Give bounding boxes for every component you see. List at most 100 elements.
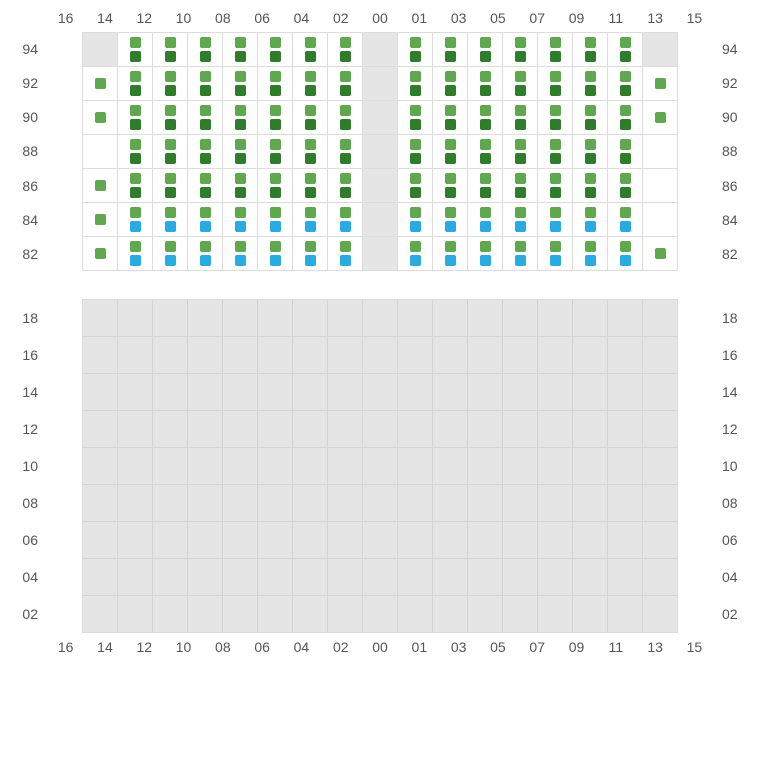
seat-cell[interactable]: [118, 135, 153, 168]
seat-cell-empty[interactable]: [608, 522, 643, 558]
seat-cell[interactable]: [223, 237, 258, 270]
seat-cell-empty[interactable]: [363, 596, 398, 632]
seat-cell[interactable]: [503, 237, 538, 270]
seat-cell[interactable]: [573, 203, 608, 236]
seat-cell[interactable]: [293, 169, 328, 202]
seat-cell[interactable]: [608, 203, 643, 236]
seat-cell-empty[interactable]: [258, 522, 293, 558]
seat-cell-empty[interactable]: [223, 374, 258, 410]
seat-cell-empty[interactable]: [503, 411, 538, 447]
seat-cell[interactable]: [643, 101, 677, 134]
seat-cell[interactable]: [118, 33, 153, 66]
seat-cell-empty[interactable]: [258, 374, 293, 410]
seat-cell[interactable]: [538, 101, 573, 134]
seat-cell[interactable]: [83, 237, 118, 270]
seat-cell[interactable]: [468, 33, 503, 66]
seat-cell-empty[interactable]: [538, 300, 573, 336]
seat-cell-empty[interactable]: [398, 596, 433, 632]
seat-cell-empty[interactable]: [573, 485, 608, 521]
seat-cell-empty[interactable]: [608, 337, 643, 373]
seat-cell-empty[interactable]: [153, 411, 188, 447]
seat-cell[interactable]: [503, 169, 538, 202]
seat-cell-empty[interactable]: [293, 411, 328, 447]
seat-cell-empty[interactable]: [328, 411, 363, 447]
seat-cell-empty[interactable]: [83, 374, 118, 410]
seat-cell-empty[interactable]: [433, 374, 468, 410]
seat-cell[interactable]: [643, 169, 677, 202]
seat-cell-empty[interactable]: [503, 559, 538, 595]
seat-cell-empty[interactable]: [328, 337, 363, 373]
seat-cell[interactable]: [643, 203, 677, 236]
seat-cell-empty[interactable]: [153, 374, 188, 410]
seat-cell-empty[interactable]: [573, 522, 608, 558]
seat-cell-empty[interactable]: [118, 411, 153, 447]
seat-cell-empty[interactable]: [643, 411, 677, 447]
seat-cell[interactable]: [328, 33, 363, 66]
seat-cell[interactable]: [293, 237, 328, 270]
seat-cell[interactable]: [293, 203, 328, 236]
seat-cell-empty[interactable]: [83, 559, 118, 595]
seat-cell[interactable]: [573, 33, 608, 66]
seat-cell[interactable]: [153, 33, 188, 66]
seat-cell-empty[interactable]: [118, 374, 153, 410]
seat-cell[interactable]: [643, 67, 677, 100]
seat-cell[interactable]: [258, 67, 293, 100]
seat-cell-empty[interactable]: [328, 300, 363, 336]
seat-cell-empty[interactable]: [573, 448, 608, 484]
seat-cell-empty[interactable]: [398, 337, 433, 373]
seat-cell[interactable]: [83, 135, 118, 168]
seat-cell-empty[interactable]: [538, 559, 573, 595]
seat-cell[interactable]: [468, 203, 503, 236]
seat-cell-empty[interactable]: [363, 522, 398, 558]
seat-cell-empty[interactable]: [293, 522, 328, 558]
seat-cell-empty[interactable]: [153, 596, 188, 632]
seat-cell-empty[interactable]: [433, 559, 468, 595]
seat-cell-empty[interactable]: [83, 411, 118, 447]
seat-cell-empty[interactable]: [573, 374, 608, 410]
seat-cell[interactable]: [538, 135, 573, 168]
seat-cell-empty[interactable]: [258, 337, 293, 373]
seat-cell-empty[interactable]: [153, 522, 188, 558]
seat-cell-empty[interactable]: [258, 596, 293, 632]
seat-cell-empty[interactable]: [118, 485, 153, 521]
seat-cell[interactable]: [83, 101, 118, 134]
seat-cell-empty[interactable]: [223, 559, 258, 595]
seat-cell[interactable]: [573, 237, 608, 270]
seat-cell-empty[interactable]: [608, 448, 643, 484]
seat-cell-empty[interactable]: [83, 300, 118, 336]
seat-cell-empty[interactable]: [433, 596, 468, 632]
seat-cell[interactable]: [188, 67, 223, 100]
seat-cell[interactable]: [468, 67, 503, 100]
seat-cell[interactable]: [538, 237, 573, 270]
seat-cell[interactable]: [258, 135, 293, 168]
seat-cell-empty[interactable]: [293, 559, 328, 595]
seat-cell-empty[interactable]: [643, 300, 677, 336]
seat-cell[interactable]: [328, 135, 363, 168]
seat-cell-empty[interactable]: [293, 596, 328, 632]
seat-cell-empty[interactable]: [223, 337, 258, 373]
seat-cell-empty[interactable]: [83, 485, 118, 521]
seat-cell-empty[interactable]: [83, 448, 118, 484]
seat-cell[interactable]: [83, 203, 118, 236]
seat-cell-empty[interactable]: [188, 337, 223, 373]
seat-cell-empty[interactable]: [328, 522, 363, 558]
seat-cell[interactable]: [503, 101, 538, 134]
seat-cell-empty[interactable]: [188, 522, 223, 558]
seat-cell-empty[interactable]: [398, 485, 433, 521]
seat-cell[interactable]: [608, 33, 643, 66]
seat-cell-empty[interactable]: [433, 411, 468, 447]
seat-cell-empty[interactable]: [83, 522, 118, 558]
seat-cell-empty[interactable]: [188, 596, 223, 632]
seat-cell-empty[interactable]: [153, 337, 188, 373]
seat-cell[interactable]: [153, 67, 188, 100]
seat-cell-empty[interactable]: [468, 522, 503, 558]
seat-cell-empty[interactable]: [258, 411, 293, 447]
seat-cell-empty[interactable]: [468, 485, 503, 521]
seat-cell-empty[interactable]: [468, 300, 503, 336]
seat-cell-empty[interactable]: [643, 337, 677, 373]
seat-cell-empty[interactable]: [398, 374, 433, 410]
seat-cell[interactable]: [433, 135, 468, 168]
seat-cell[interactable]: [433, 67, 468, 100]
seat-cell[interactable]: [118, 203, 153, 236]
seat-cell-empty[interactable]: [363, 485, 398, 521]
